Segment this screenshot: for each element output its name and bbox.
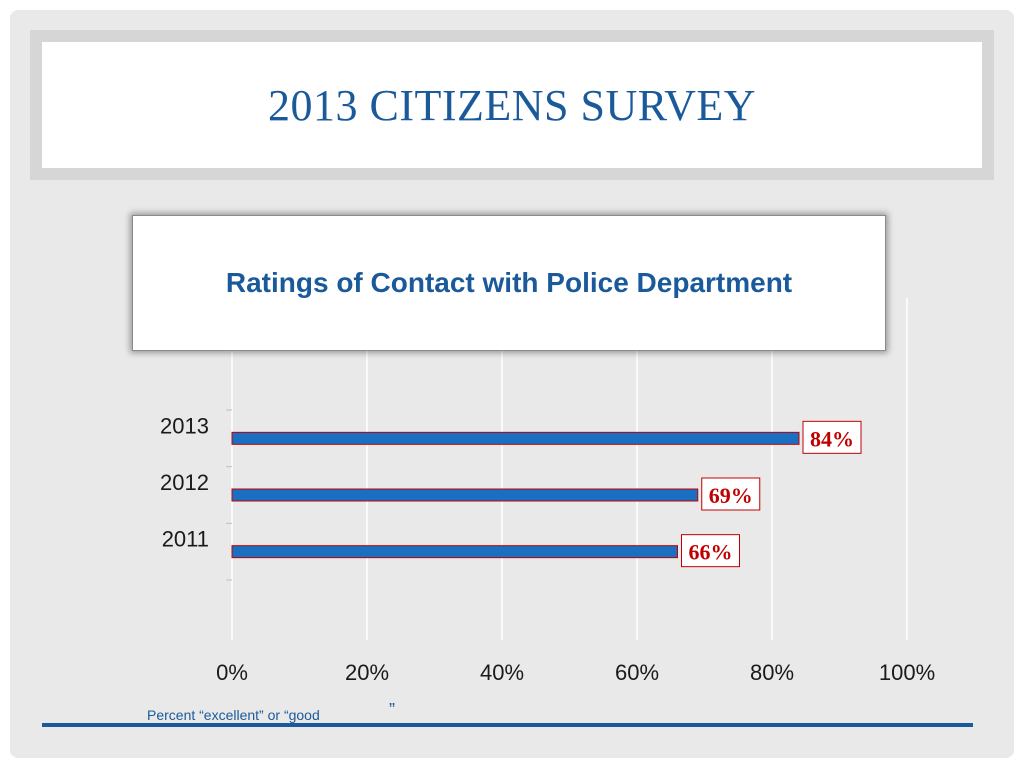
- data-label-box: [701, 477, 761, 511]
- slide-title: 2013 CITIZENS SURVEY: [267, 80, 757, 130]
- x-tick-label: 60%: [615, 660, 659, 685]
- data-label: 84%: [810, 426, 854, 451]
- title-frame: 2013 CITIZENS SURVEY: [30, 30, 994, 180]
- data-label-box: [802, 420, 862, 454]
- chart-title-box: Ratings of Contact with Police Departmen…: [132, 215, 886, 351]
- x-tick-label: 40%: [480, 660, 524, 685]
- bottom-rule: [42, 723, 973, 727]
- x-tick-label: 20%: [345, 660, 389, 685]
- bar-chart: 0% 20% 40% 60% 80% 100% 2013 84% 2012 69% 2011 66%: [160, 298, 935, 685]
- data-label: 66%: [689, 540, 733, 565]
- x-tick-label: 0%: [216, 660, 248, 685]
- bar: [231, 488, 699, 502]
- category-label: 2011: [162, 527, 209, 552]
- data-label-box: [681, 534, 740, 568]
- category-label: 2012: [160, 470, 209, 495]
- axis-footnote: Percent “excellent” or “good: [147, 707, 320, 723]
- x-tick-label: 80%: [750, 660, 794, 685]
- x-tick-label: 100%: [879, 660, 935, 685]
- slide: 2013 CITIZENS SURVEY 0% 20% 40% 60% 80% 100% 2…: [10, 10, 1014, 758]
- data-label: 69%: [709, 483, 753, 508]
- bar: [231, 545, 678, 559]
- bar: [231, 431, 800, 445]
- axis-footnote-mark: ”: [389, 700, 395, 720]
- chart-title: Ratings of Contact with Police Departmen…: [225, 267, 793, 298]
- category-label: 2013: [160, 413, 209, 438]
- title-box: 2013 CITIZENS SURVEY: [42, 42, 982, 168]
